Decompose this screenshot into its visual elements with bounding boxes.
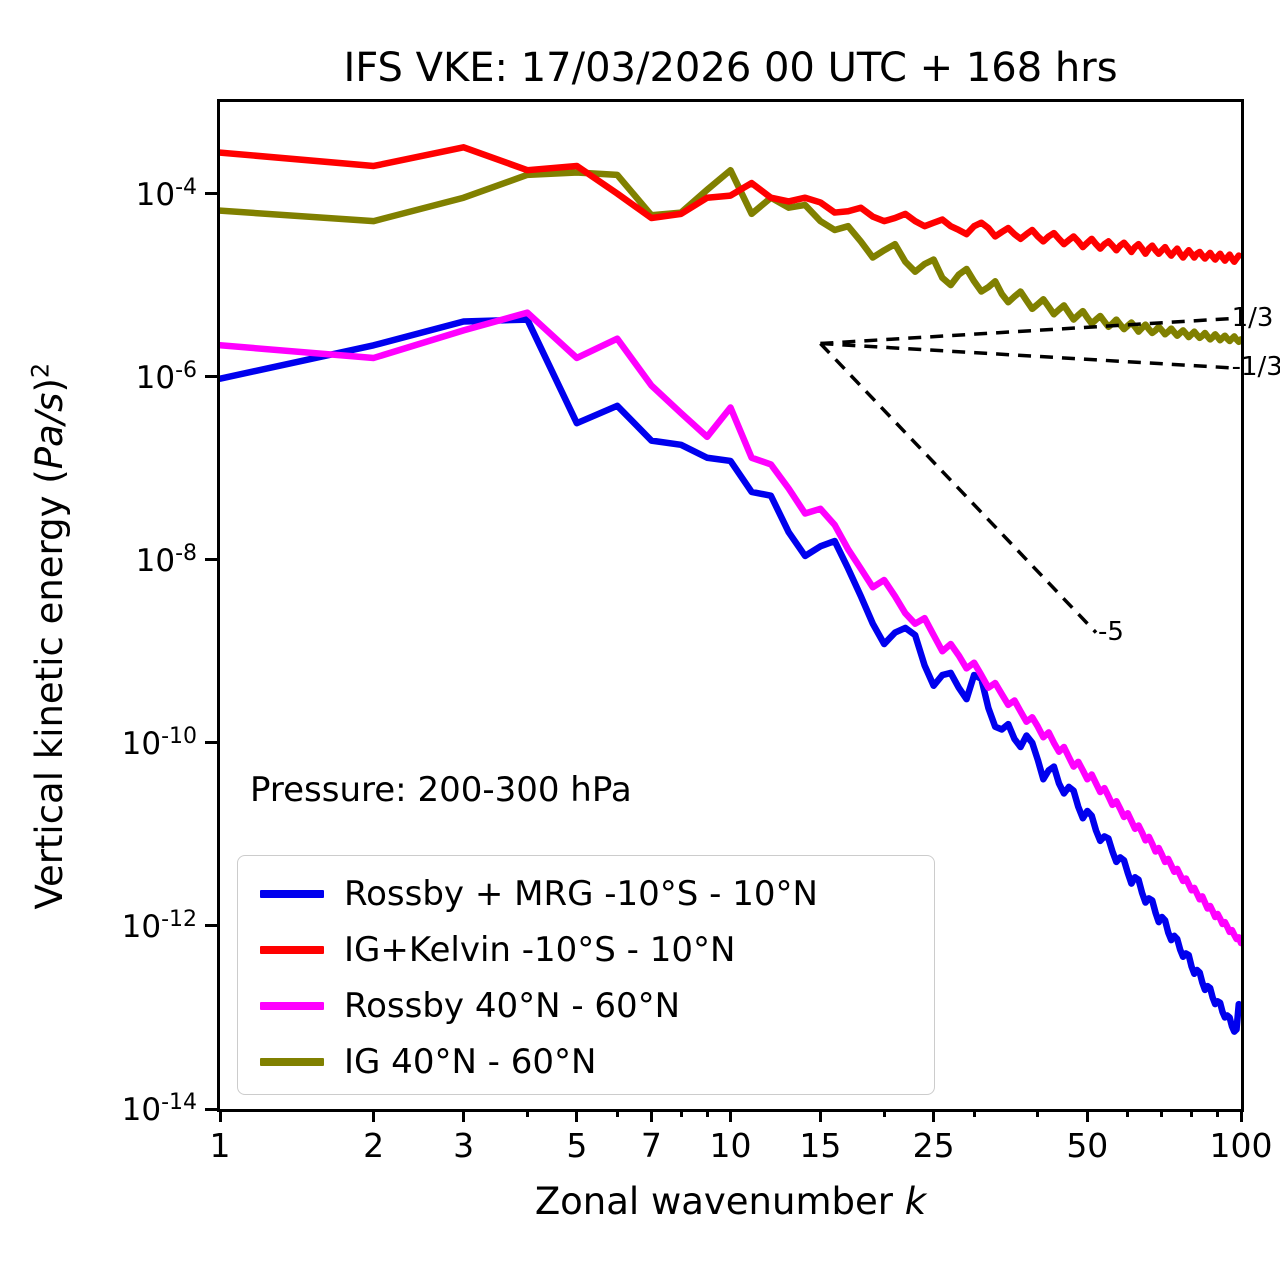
x-tick-label: 25: [912, 1126, 955, 1165]
y-tick-label: 10-12: [121, 906, 197, 946]
x-tick-mark: [818, 1109, 822, 1122]
slope-label-neg-five: -5: [1098, 616, 1124, 647]
x-tick-mark: [615, 1109, 619, 1117]
x-tick-mark: [932, 1109, 936, 1122]
y-tick-label: 10-4: [135, 174, 197, 213]
chart-legend: Rossby + MRG -10°S - 10°N IG+Kelvin -10°…: [237, 855, 935, 1095]
x-tick-mark: [218, 1109, 222, 1122]
x-tick-label: 1: [209, 1126, 231, 1165]
x-tick-mark: [1036, 1109, 1040, 1117]
x-tick-mark: [462, 1109, 466, 1122]
series-line: [220, 316, 1241, 1035]
x-tick-mark: [372, 1109, 376, 1122]
legend-item[interactable]: Rossby 40°N - 60°N: [238, 978, 934, 1034]
x-tick-mark: [1126, 1109, 1130, 1117]
y-tick-label: 10-6: [135, 357, 197, 396]
y-axis-label-units: Pa/s: [28, 392, 72, 470]
x-tick-mark: [1160, 1109, 1164, 1117]
y-axis-label: Vertical kinetic energy (Pa/s)2: [10, 0, 72, 1288]
x-tick-mark: [1190, 1109, 1194, 1117]
y-tick-label: 10-8: [135, 540, 197, 579]
y-axis-label-text: Vertical kinetic energy (Pa/s)2: [26, 362, 72, 910]
x-tick-mark: [705, 1109, 709, 1117]
x-tick-mark: [729, 1109, 732, 1122]
x-tick-mark: [679, 1109, 683, 1117]
legend-label: Rossby 40°N - 60°N: [344, 986, 681, 1026]
y-tick-mark: [205, 1107, 217, 1111]
y-tick-label: 10-14: [121, 1089, 197, 1129]
pressure-annotation: Pressure: 200-300 hPa: [250, 770, 632, 810]
series-line: [220, 166, 1241, 346]
y-tick-mark: [205, 558, 217, 562]
x-tick-mark: [1085, 1109, 1089, 1122]
y-tick-mark: [205, 192, 217, 196]
x-tick-mark: [649, 1109, 653, 1122]
x-tick-mark: [972, 1109, 976, 1117]
series-line: [220, 309, 1241, 947]
legend-item[interactable]: IG 40°N - 60°N: [238, 1034, 934, 1090]
x-tick-mark: [525, 1109, 529, 1117]
x-tick-label: 10: [709, 1126, 752, 1165]
series-line: [220, 144, 1241, 265]
slope-label-neg-one-third: -1/3: [1231, 351, 1280, 382]
x-tick-label: 2: [363, 1126, 385, 1165]
legend-label: IG+Kelvin -10°S - 10°N: [344, 930, 736, 970]
x-axis-label: Zonal wavenumber k: [534, 1180, 927, 1223]
reference-slope-line: [820, 341, 1230, 370]
x-tick-label: 50: [1066, 1126, 1109, 1165]
chart-canvas: [220, 144, 1241, 1035]
x-tick-label: 100: [1209, 1126, 1273, 1165]
y-tick-label: 10-10: [121, 723, 197, 762]
slope-label-one-third: 1/3: [1231, 302, 1274, 333]
x-tick-mark: [882, 1109, 886, 1117]
x-tick-label: 5: [566, 1126, 588, 1165]
x-tick-label: 7: [640, 1126, 662, 1165]
legend-item[interactable]: IG+Kelvin -10°S - 10°N: [238, 922, 934, 978]
legend-item[interactable]: Rossby + MRG -10°S - 10°N: [238, 866, 934, 922]
y-tick-mark: [205, 375, 217, 379]
legend-swatch: [260, 946, 324, 954]
legend-swatch: [260, 890, 324, 898]
chart-title: IFS VKE: 17/03/2026 00 UTC + 168 hrs: [343, 45, 1118, 91]
x-tick-label: 15: [799, 1126, 842, 1165]
y-tick-mark: [205, 741, 217, 745]
legend-swatch: [260, 1002, 324, 1010]
legend-swatch: [260, 1058, 324, 1066]
legend-label: IG 40°N - 60°N: [344, 1042, 597, 1082]
x-tick-mark: [1216, 1109, 1220, 1117]
reference-slope-line: [820, 316, 1230, 346]
x-tick-label: 3: [453, 1126, 475, 1165]
y-tick-mark: [205, 924, 217, 928]
legend-label: Rossby + MRG -10°S - 10°N: [344, 874, 818, 914]
x-tick-mark: [1239, 1109, 1243, 1122]
x-tick-mark: [575, 1109, 579, 1122]
reference-slope-line: [819, 342, 1098, 634]
